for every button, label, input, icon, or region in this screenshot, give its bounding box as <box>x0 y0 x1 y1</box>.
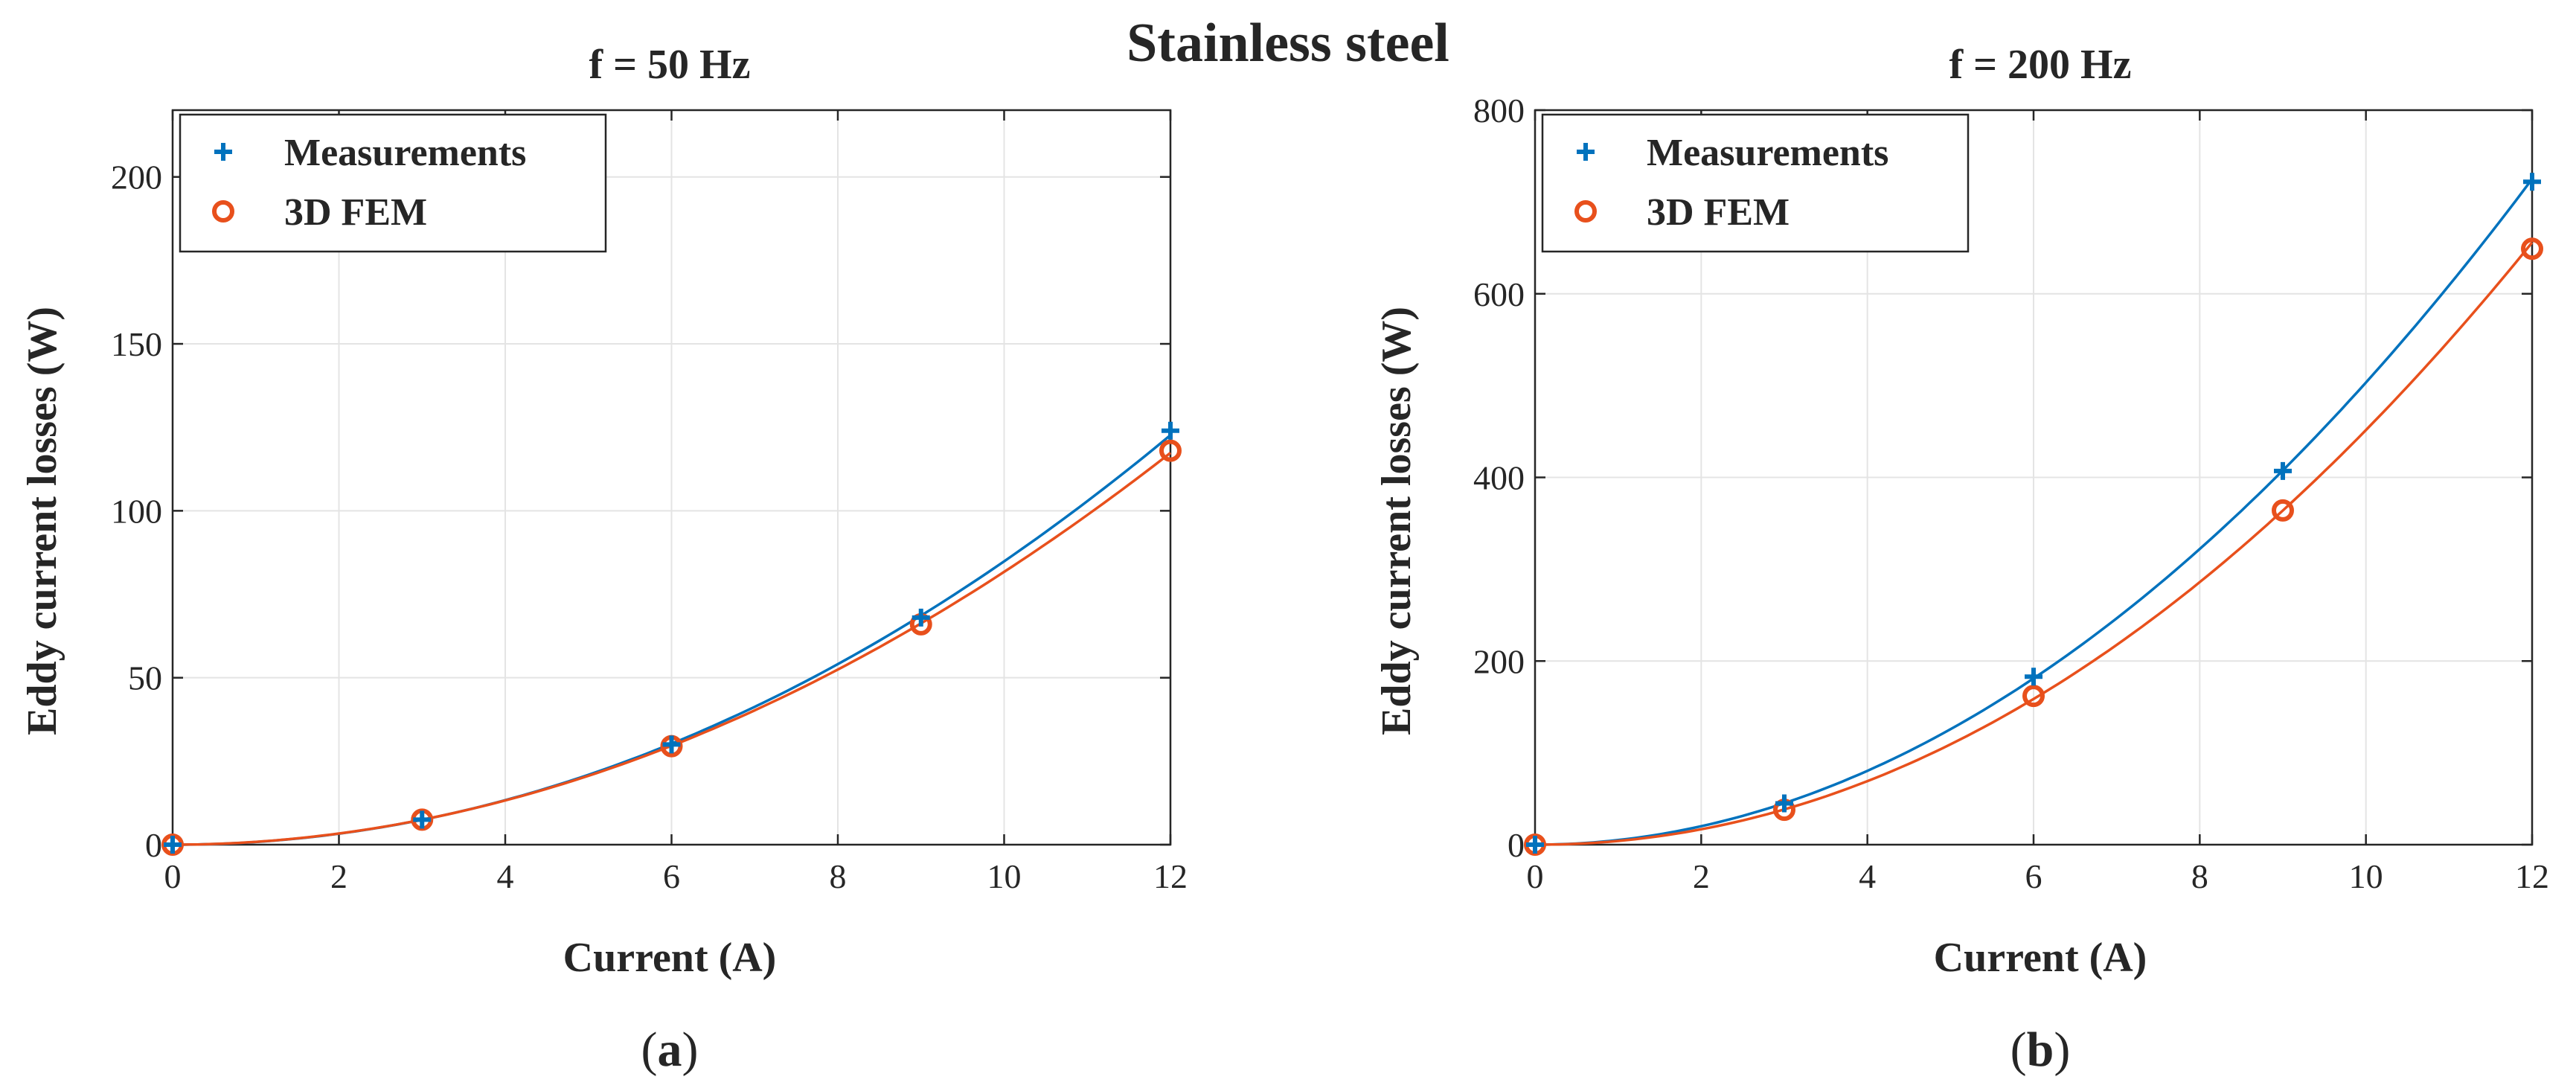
panel-a-measurement-point <box>1162 421 1179 440</box>
panel-a-legend-fem-marker <box>212 200 234 223</box>
panel-b-ytick-label: 200 <box>1473 642 1525 680</box>
panel-a-xlabel: Current (A) <box>563 935 777 981</box>
panel-b-legend-fem-marker <box>1574 200 1597 223</box>
panel-a-legend-measurements-marker <box>214 143 232 161</box>
panel-b: 0 2 4 6 8 10 12 0 200 400 600 800 Measurements 3D FEM <box>1473 92 2549 895</box>
panel-a-ytick-label: 50 <box>128 659 162 697</box>
panel-b-xtick-label: 8 <box>2191 857 2208 895</box>
panel-b-xlabel: Current (A) <box>1934 935 2147 981</box>
panel-b-fem-point <box>2272 499 2294 522</box>
panel-b-measurement-point <box>2523 173 2541 191</box>
panel-b-xtick-label: 2 <box>1693 857 1710 895</box>
panel-a-ytick-label: 150 <box>111 325 162 363</box>
panel-b-xtick-label: 4 <box>1859 857 1876 895</box>
panel-a-measurement-point <box>662 735 681 754</box>
panel-a-measurement-point <box>911 608 930 627</box>
panel-a-measurement-point <box>413 810 432 829</box>
panel-b-title: f = 200 Hz <box>1949 42 2132 88</box>
panel-b-ytick-label: 400 <box>1473 459 1525 497</box>
panel-b-ylabel: Eddy current losses (W) <box>1374 307 1420 735</box>
panel-a-fem-point <box>1159 439 1182 462</box>
panel-b-xtick-label: 0 <box>1527 857 1544 895</box>
panel-a-ytick-label: 0 <box>145 826 162 864</box>
panel-b-legend-fem-label: 3D FEM <box>1647 191 1790 234</box>
panel-a-legend-measurements-label: Measurements <box>284 132 526 174</box>
panel-b-letter: b <box>2027 1023 2054 1077</box>
panel-a-sublabel: (a) <box>641 1023 699 1077</box>
panel-b-measurement-point <box>2274 461 2292 480</box>
panel-a: 0 2 4 6 8 10 12 0 50 100 150 200 Measurements 3D FEM <box>111 109 1188 895</box>
panel-a-ytick-label: 200 <box>111 159 162 196</box>
panel-a-ylabel: Eddy current losses (W) <box>19 307 65 735</box>
figure-suptitle: Stainless steel <box>1127 13 1449 74</box>
panel-b-xtick-label: 10 <box>2349 857 2383 895</box>
panel-b-xtick-label: 6 <box>2025 857 2042 895</box>
panel-b-sublabel: (b) <box>2011 1023 2071 1077</box>
panel-b-measurement-point <box>1775 794 1793 813</box>
panel-b-legend-measurements-label: Measurements <box>1647 132 1888 174</box>
panel-a-xtick-label: 6 <box>663 857 680 895</box>
panel-b-legend-measurements-marker <box>1577 143 1595 161</box>
panel-a-letter: a <box>658 1023 682 1077</box>
panel-b-fem-line <box>1535 241 2534 846</box>
panel-b-measurement-point <box>2025 668 2042 686</box>
panel-a-title: f = 50 Hz <box>589 42 751 88</box>
panel-b-ytick-label: 600 <box>1473 275 1525 313</box>
panel-b-measurement-point <box>1526 836 1544 854</box>
panel-b-fem-point <box>2022 685 2045 708</box>
panel-a-ytick-label: 100 <box>111 492 162 530</box>
panel-b-ytick-label: 800 <box>1473 92 1525 129</box>
panel-b-ytick-label: 0 <box>1508 826 1525 864</box>
panel-a-xtick-label: 2 <box>330 857 347 895</box>
panel-a-xtick-label: 0 <box>164 857 182 895</box>
panel-a-xtick-label: 10 <box>987 857 1022 895</box>
panel-a-xtick-label: 12 <box>1153 857 1188 895</box>
panel-b-legend-box <box>1541 113 1970 253</box>
panel-a-measurement-point <box>164 836 182 854</box>
panel-b-xtick-label: 12 <box>2515 857 2549 895</box>
panel-a-xtick-label: 8 <box>830 857 847 895</box>
panel-a-legend-fem-label: 3D FEM <box>284 191 427 234</box>
panel-b-fem-point <box>2521 237 2543 260</box>
panel-a-legend-box <box>179 113 607 253</box>
panel-a-xtick-label: 4 <box>497 857 514 895</box>
